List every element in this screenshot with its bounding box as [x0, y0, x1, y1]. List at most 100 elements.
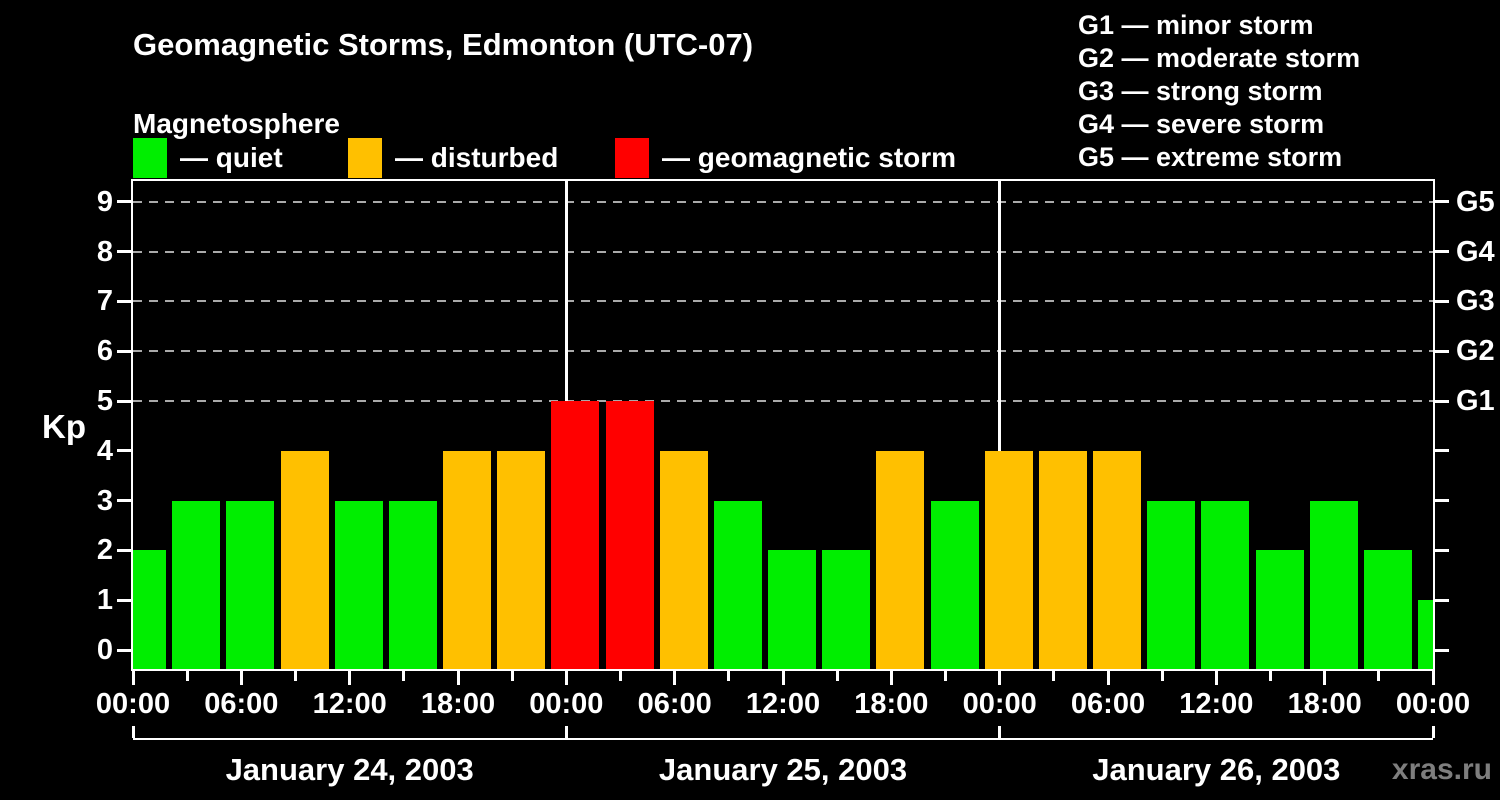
kp-bar — [443, 450, 491, 669]
right-axis-tick — [1435, 598, 1449, 602]
watermark: xras.ru — [1391, 753, 1492, 786]
kp-gridline — [133, 250, 1433, 253]
x-time-label: 00:00 — [962, 688, 1037, 720]
date-axis-line — [133, 738, 1433, 740]
x-time-label: 18:00 — [854, 688, 929, 720]
x-time-label: 12:00 — [745, 688, 821, 720]
x-axis-tick — [185, 671, 189, 681]
x-time-label: 00:00 — [1395, 688, 1471, 720]
g-scale-line-g1: G1 — minor storm — [1078, 10, 1314, 40]
right-axis-tick — [1435, 548, 1449, 552]
kp-bar — [280, 450, 329, 669]
kp-gridline — [133, 350, 1433, 353]
y-tick-label: 7 — [96, 285, 113, 318]
right-axis-tick — [1435, 250, 1449, 254]
y-axis-tick — [117, 449, 131, 453]
kp-bar — [713, 500, 762, 669]
y-axis-tick — [117, 349, 131, 353]
g-level-label: G5 — [1456, 185, 1495, 218]
x-time-label: 00:00 — [95, 688, 171, 720]
y-tick-label: 0 — [96, 634, 113, 666]
g-level-label: G2 — [1456, 335, 1495, 368]
g-scale-line-g5: G5 — extreme storm — [1078, 142, 1343, 172]
kp-bar — [876, 450, 925, 669]
x-time-label: 06:00 — [204, 688, 279, 720]
x-axis-tick — [1431, 671, 1435, 685]
kp-bar — [768, 550, 816, 669]
kp-bar — [172, 500, 221, 669]
g-scale-line-g4: G4 — severe storm — [1078, 109, 1325, 139]
x-axis-tick — [998, 671, 1002, 685]
x-axis-tick — [510, 671, 514, 681]
x-time-label: 06:00 — [637, 688, 712, 720]
kp-bar — [1147, 500, 1196, 669]
x-axis-tick — [619, 671, 622, 681]
y-tick-label: 8 — [96, 235, 113, 268]
kp-bar — [334, 500, 383, 669]
date-label: January 25, 2003 — [658, 752, 908, 787]
x-axis-tick — [239, 671, 243, 685]
legend-item-disturbed: — disturbed — [348, 136, 558, 180]
kp-bar — [1418, 600, 1433, 669]
x-time-label: 06:00 — [1070, 688, 1146, 720]
kp-bar — [1038, 450, 1087, 669]
kp-bar — [930, 500, 979, 669]
x-axis-tick — [1106, 671, 1110, 685]
kp-gridline — [133, 200, 1433, 203]
y-axis-tick — [117, 200, 131, 204]
y-axis-tick — [117, 548, 131, 552]
x-axis-tick — [402, 671, 406, 681]
y-tick-label: 1 — [96, 584, 113, 617]
y-axis-title: Kp — [42, 408, 86, 445]
kp-bar — [1363, 550, 1412, 669]
day-boundary-line — [998, 181, 1001, 669]
x-axis-tick — [1323, 671, 1327, 685]
date-axis-tick — [564, 726, 568, 738]
x-axis-tick — [889, 671, 893, 685]
x-axis-tick — [1214, 671, 1218, 685]
disturbed-color-swatch — [348, 138, 382, 178]
kp-bar — [497, 450, 546, 669]
x-axis-tick — [781, 671, 785, 685]
y-axis-tick — [117, 648, 131, 652]
kp-bar — [1201, 500, 1250, 669]
kp-gridline — [133, 300, 1433, 303]
x-axis-tick — [944, 671, 947, 681]
right-axis-tick — [1435, 648, 1449, 652]
y-tick-label: 4 — [96, 434, 113, 467]
y-tick-label: 9 — [96, 185, 113, 218]
legend-label-storm: — geomagnetic storm — [662, 142, 957, 173]
g-scale-legend: G1 — minor storm G2 — moderate storm G3 … — [1078, 9, 1360, 174]
g-level-label: G4 — [1456, 235, 1495, 268]
right-axis-tick — [1435, 449, 1449, 453]
kp-bar — [551, 401, 600, 669]
chart-subtitle: Magnetosphere — [133, 108, 340, 139]
g-level-label: G1 — [1456, 385, 1495, 417]
x-axis-tick — [1052, 671, 1056, 681]
kp-bar — [659, 450, 708, 669]
right-axis-tick — [1435, 349, 1449, 353]
x-axis-tick — [131, 671, 135, 685]
right-axis-tick — [1435, 399, 1449, 403]
kp-bar — [605, 401, 654, 669]
g-level-label: G3 — [1456, 285, 1495, 318]
x-axis-tick — [1377, 671, 1381, 681]
right-axis-tick — [1435, 200, 1449, 204]
kp-bar — [226, 500, 275, 669]
y-axis-tick — [117, 299, 131, 303]
date-axis-tick — [998, 726, 1002, 738]
kp-bar — [1309, 500, 1358, 669]
x-time-label: 00:00 — [529, 688, 604, 720]
legend-label-quiet: — quiet — [180, 142, 283, 173]
legend-item-storm: — geomagnetic storm — [615, 136, 956, 180]
y-tick-label: 5 — [96, 385, 113, 417]
kp-bar — [1255, 550, 1304, 669]
right-axis-tick — [1435, 499, 1449, 503]
x-axis-tick — [564, 671, 568, 685]
x-axis-tick — [456, 671, 460, 685]
x-time-label: 12:00 — [312, 688, 387, 720]
kp-bar — [1093, 450, 1141, 669]
g-scale-line-g2: G2 — moderate storm — [1078, 43, 1361, 73]
y-tick-label: 3 — [96, 484, 113, 517]
x-axis-tick — [294, 671, 297, 681]
